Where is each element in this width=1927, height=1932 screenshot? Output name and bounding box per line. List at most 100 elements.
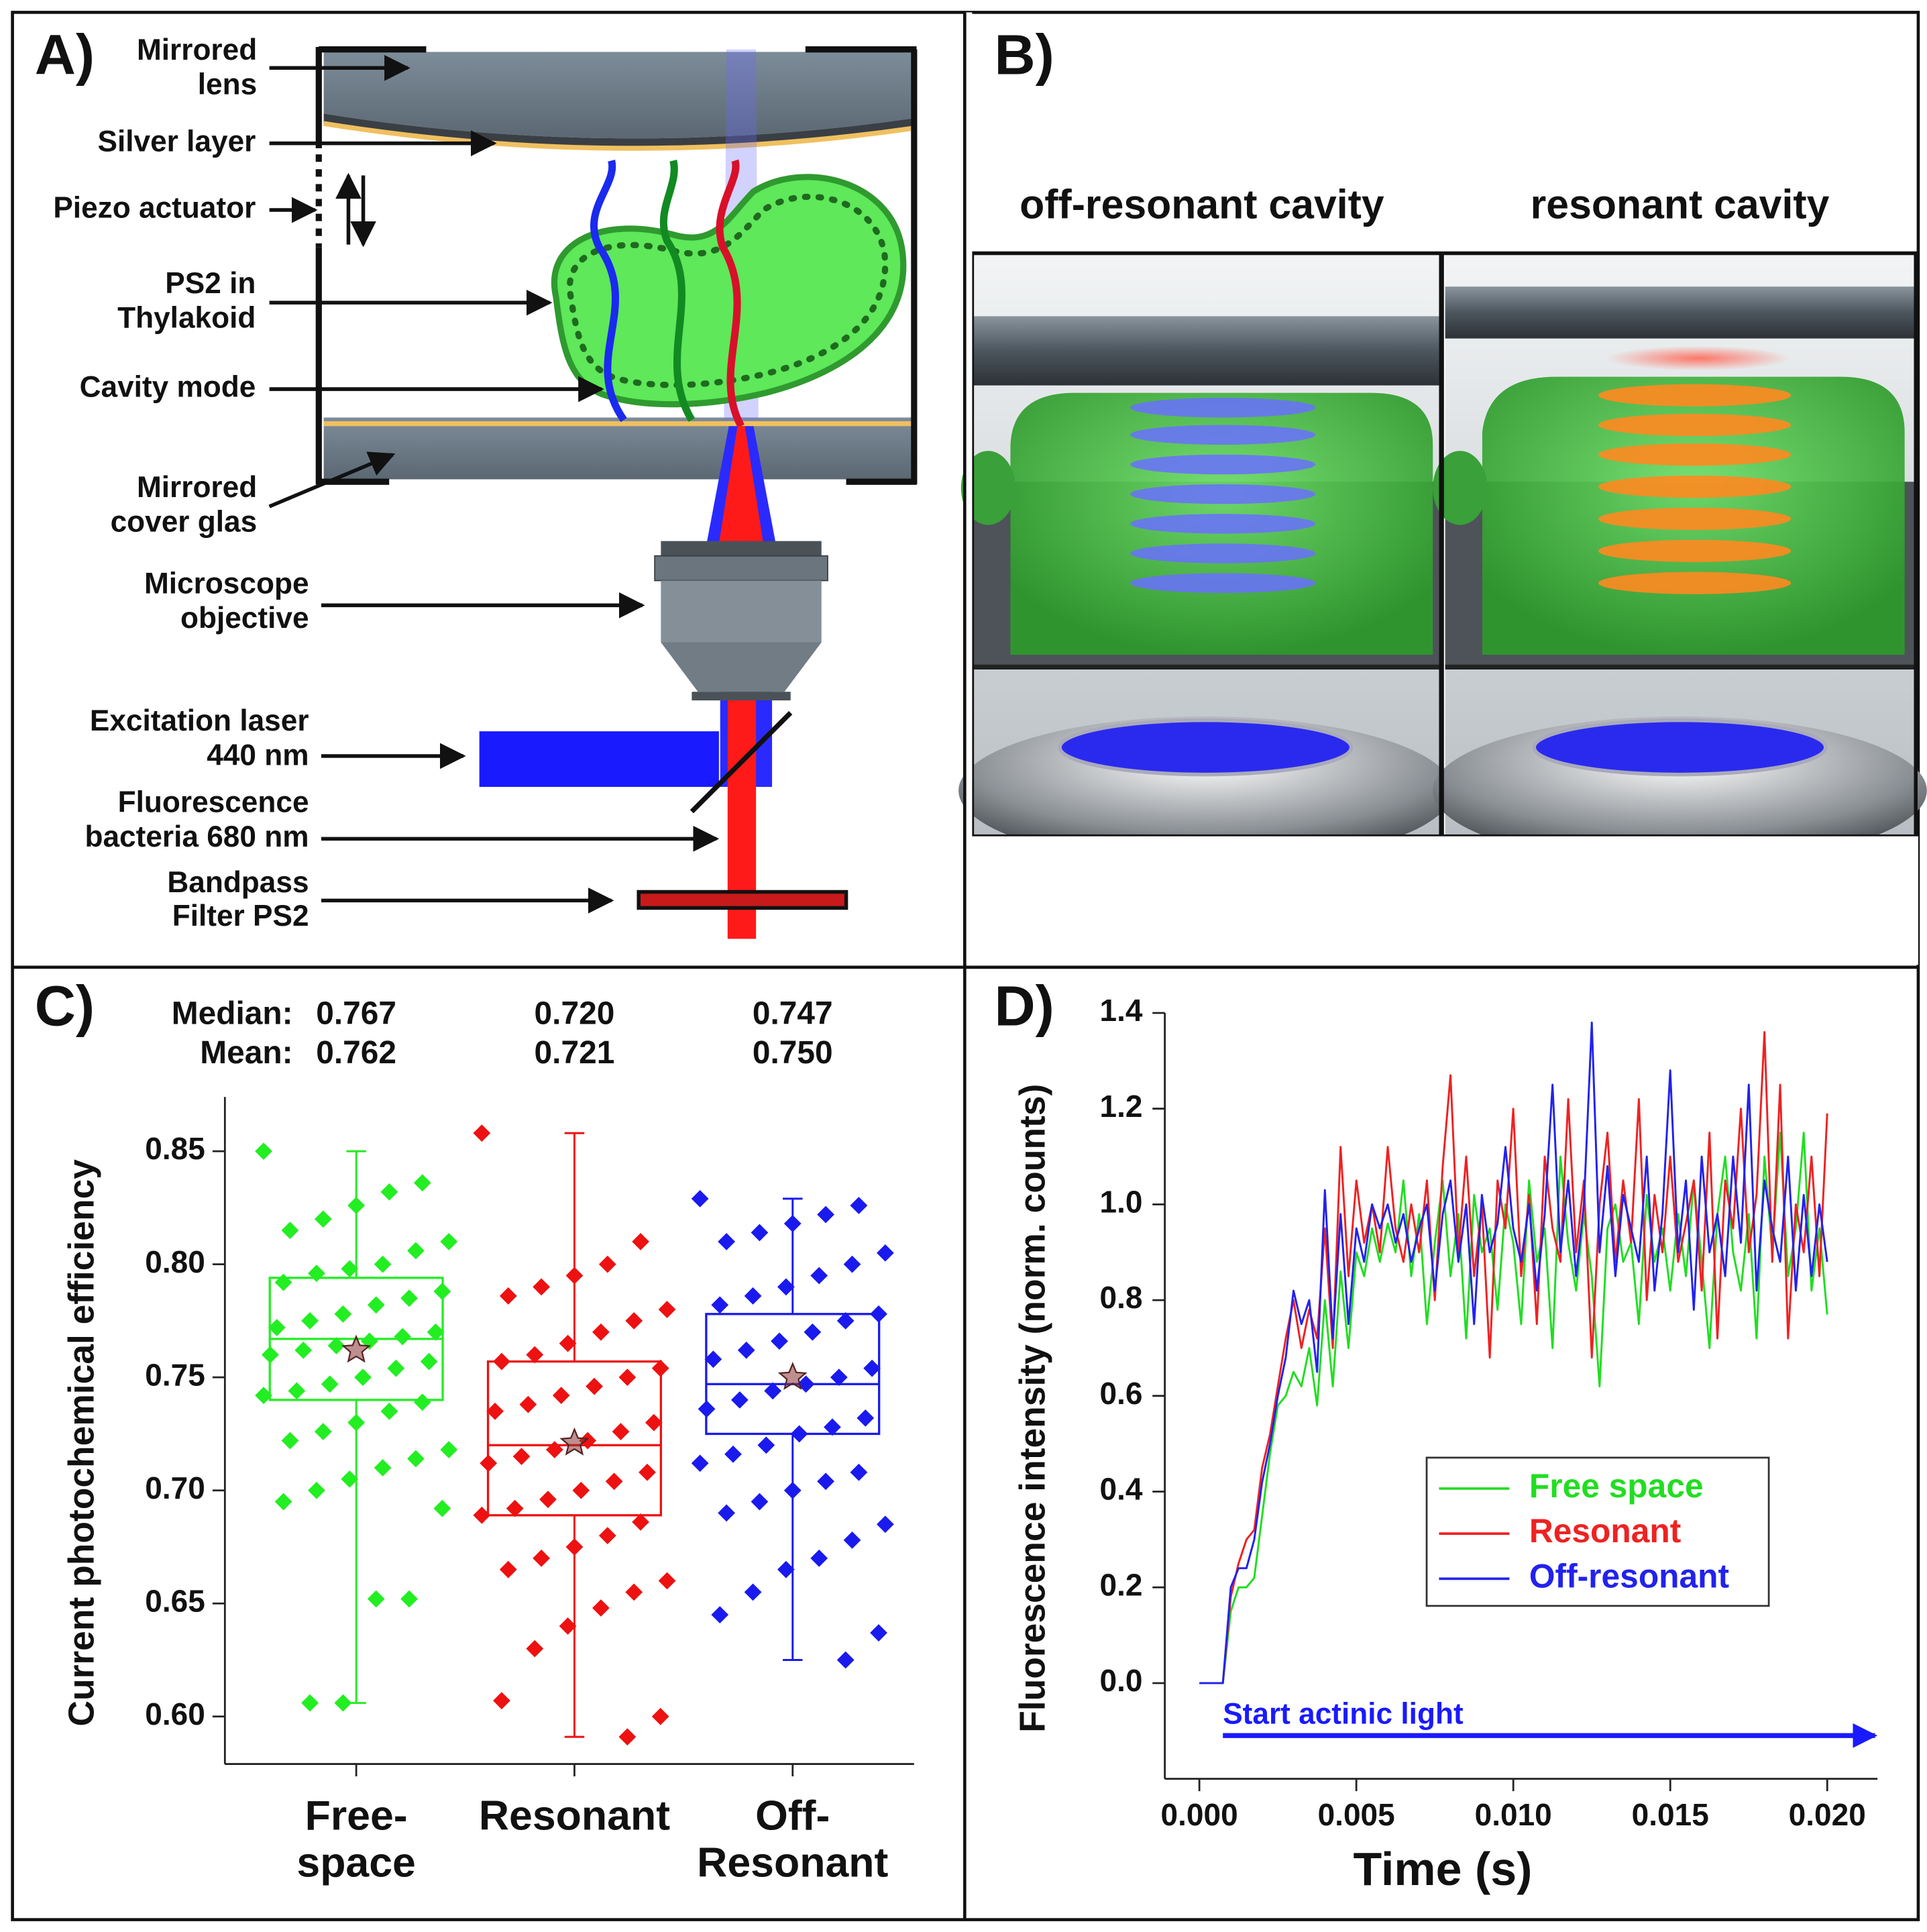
annotation-label: Excitation laser xyxy=(90,704,309,737)
data-point xyxy=(341,1260,359,1278)
data-point xyxy=(625,1583,643,1601)
data-point xyxy=(314,1210,332,1228)
mode-red xyxy=(716,159,745,428)
data-point xyxy=(512,1448,531,1466)
panel-b xyxy=(958,251,1927,865)
mirrored-lens xyxy=(323,52,912,139)
data-point xyxy=(407,1242,425,1260)
y-tick-label: 0.85 xyxy=(145,1131,205,1166)
annotation-label: Mirrored xyxy=(137,471,257,504)
data-point xyxy=(499,1560,517,1578)
y-tick-label: 1.2 xyxy=(1100,1089,1143,1124)
data-point xyxy=(658,1572,676,1590)
data-point xyxy=(394,1328,412,1346)
data-point xyxy=(645,1413,663,1432)
data-point xyxy=(757,1436,775,1454)
y-tick-label: 0.75 xyxy=(145,1357,205,1392)
data-point xyxy=(288,1382,306,1400)
mean-marker xyxy=(559,1427,590,1456)
data-point xyxy=(857,1409,875,1427)
annotation-label: Piezo actuator xyxy=(53,192,256,225)
y-tick-label: 1.4 xyxy=(1100,993,1143,1028)
y-axis-label: Current photochemical efficiency xyxy=(62,1159,102,1727)
data-point xyxy=(632,1513,649,1531)
data-point xyxy=(374,1255,392,1273)
data-point xyxy=(711,1296,729,1314)
data-point xyxy=(843,1531,861,1549)
data-point xyxy=(744,1287,762,1305)
data-point xyxy=(420,1352,438,1371)
annotation-label: 440 nm xyxy=(207,739,309,771)
data-point xyxy=(777,1278,795,1296)
mean-marker xyxy=(341,1334,372,1363)
data-point xyxy=(413,1174,431,1192)
x-tick-label: 0.000 xyxy=(1161,1797,1238,1832)
data-point xyxy=(592,1599,610,1617)
data-point xyxy=(691,1189,709,1208)
objective xyxy=(661,580,822,643)
data-point xyxy=(519,1395,537,1413)
data-point xyxy=(698,1400,716,1418)
render-title: off-resonant cavity xyxy=(1020,181,1384,227)
data-point xyxy=(870,1624,887,1642)
data-point xyxy=(480,1454,498,1472)
data-point xyxy=(308,1265,325,1283)
data-point xyxy=(870,1305,887,1323)
data-point xyxy=(274,1273,292,1291)
data-point xyxy=(281,1222,299,1239)
bandpass-filter xyxy=(637,890,848,910)
data-point xyxy=(658,1301,676,1318)
data-point xyxy=(545,1441,563,1458)
data-point xyxy=(824,1418,841,1436)
objective xyxy=(661,541,822,556)
data-point xyxy=(301,1312,319,1330)
data-point xyxy=(797,1375,815,1393)
y-tick-label: 0.60 xyxy=(145,1697,205,1731)
data-point xyxy=(572,1481,590,1499)
panel-b-edge xyxy=(965,12,973,964)
render-off-resonant xyxy=(958,253,1453,865)
data-point xyxy=(367,1296,385,1314)
data-point xyxy=(704,1350,722,1368)
data-point xyxy=(274,1493,292,1511)
data-point xyxy=(625,1312,643,1330)
panel-label: D) xyxy=(995,974,1054,1038)
data-point xyxy=(400,1289,418,1307)
median-label: 0.747 xyxy=(753,996,833,1031)
data-point xyxy=(850,1463,868,1481)
data-point xyxy=(400,1590,418,1608)
data-point xyxy=(433,1499,451,1517)
arrow xyxy=(268,451,396,508)
y-tick-label: 0.0 xyxy=(1100,1663,1143,1698)
x-tick-label: Free-space xyxy=(296,1792,415,1886)
annotation-label: lens xyxy=(198,68,257,101)
data-point xyxy=(810,1267,828,1285)
x-tick-label: 0.005 xyxy=(1318,1797,1395,1832)
data-point xyxy=(876,1515,894,1534)
annotation-label: Cavity mode xyxy=(80,371,256,404)
standing-wave xyxy=(1598,384,1792,594)
standing-wave xyxy=(1130,397,1316,593)
y-tick-label: 0.65 xyxy=(145,1583,205,1618)
data-point xyxy=(255,1387,272,1405)
data-point xyxy=(632,1233,649,1250)
x-tick-label: 0.020 xyxy=(1789,1797,1866,1832)
data-point xyxy=(751,1493,769,1511)
data-point xyxy=(691,1454,709,1472)
data-point xyxy=(440,1233,458,1250)
cover-glass xyxy=(323,417,912,480)
series-line xyxy=(1199,1131,1828,1684)
annotation-label: Microscope xyxy=(144,568,309,600)
y-tick-label: 0.2 xyxy=(1100,1567,1143,1602)
data-point xyxy=(493,1692,510,1710)
data-point xyxy=(380,1183,398,1201)
data-point xyxy=(327,1337,345,1354)
annotation-label: Filter PS2 xyxy=(172,900,309,932)
data-point xyxy=(526,1640,544,1658)
median-label: 0.720 xyxy=(535,996,615,1031)
data-point xyxy=(783,1481,802,1499)
data-point xyxy=(810,1549,828,1567)
series-line xyxy=(1199,1021,1828,1684)
mean-label: 0.721 xyxy=(535,1035,615,1071)
panel-b-blank xyxy=(965,836,1918,965)
